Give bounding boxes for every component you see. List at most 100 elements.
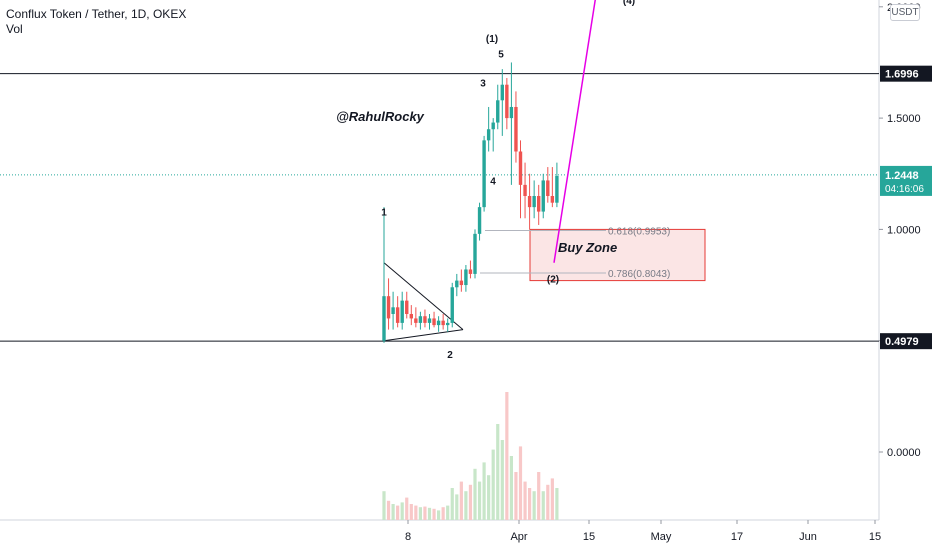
level-price-label: 1.6996 [885,69,919,81]
candle-body [418,316,423,323]
volume-bar [464,491,468,520]
candle-body [427,318,432,323]
candle-body [477,207,482,234]
volume-bar [414,505,418,520]
candle-body [382,296,386,341]
candle-body [486,129,491,141]
wave-count-label: (4) [623,0,635,7]
candle-body [541,180,545,212]
volume-bar [405,497,409,520]
volume-indicator-label[interactable]: Vol [6,22,23,36]
volume-bar [509,456,513,520]
time-tick-label: 15 [583,531,595,543]
bar-countdown-label: 04:16:06 [885,184,924,195]
volume-bar [550,478,554,520]
candle-body [409,313,413,319]
time-tick-label: 8 [405,531,411,543]
volume-bar [450,488,454,520]
time-tick-label: Jun [799,531,817,543]
volume-bar [514,472,518,520]
time-tick-label: May [651,531,672,543]
fib-level-label: 0.786(0.8043) [608,269,670,280]
candle-body [523,184,527,197]
candle-body [555,175,559,203]
candle-body [546,180,550,197]
candle-body [514,106,518,152]
volume-bar [409,504,413,520]
time-tick-label: 17 [731,531,743,543]
wave-count-label: 3 [480,78,486,89]
volume-bar [432,508,436,520]
candle-body [509,106,514,119]
candle-body [441,320,445,326]
volume-bar [477,481,482,520]
volume-bar [446,505,450,520]
volume-bar [555,488,559,520]
time-tick-label: Apr [510,531,527,543]
candle-body [527,196,532,208]
price-tick-label: 1.0000 [887,224,921,236]
last-price-label: 1.2448 [885,170,919,182]
volume-bar [400,502,404,520]
candle-body [473,233,477,274]
volume-bar [528,488,532,520]
candle-body [414,318,418,323]
volume-bar [459,481,463,520]
volume-bar [473,468,477,520]
volume-bar [491,449,495,520]
symbol-title[interactable]: Conflux Token / Tether, 1D, OKEX [6,7,187,21]
level-price-label: 0.4979 [885,336,919,348]
candle-body [391,307,395,314]
volume-bar [532,491,536,520]
candle-body [532,196,536,208]
volume-bar [386,500,391,520]
triangle-lower-line[interactable] [383,329,464,342]
volume-bar [455,494,459,520]
candle-body [436,320,441,326]
volume-bar [418,507,422,520]
last-price-tag [880,165,932,196]
buy-zone-box[interactable] [529,228,706,282]
candle-body [459,280,464,286]
time-tick-label: 15 [869,531,881,543]
level-price-tag [880,333,932,350]
volume-bar [537,472,541,520]
currency-badge[interactable]: USDT [890,4,920,21]
candle-body [500,84,504,101]
projection-arrow-line[interactable] [553,0,620,263]
candle-body [405,300,409,314]
price-tick-label: 0.0000 [887,447,921,459]
wave-count-label: 2 [447,350,453,361]
volume-bar [437,510,441,520]
volume-bar [496,424,500,520]
fib-level-label: 0.618(0.9953) [608,226,670,237]
candle-body [395,307,400,323]
candle-body [518,151,523,185]
candle-body [482,140,486,208]
candle-body [464,269,468,286]
candle-body [550,196,555,203]
volume-bar [391,504,395,520]
volume-bar [427,507,432,520]
volume-bar [518,446,523,520]
volume-bar [500,440,504,520]
volume-bar [546,484,550,520]
volume-bar [541,491,545,520]
triangle-upper-line[interactable] [383,262,464,330]
candle-body [455,280,459,288]
candle-body [505,84,509,119]
wave-count-label: (2) [547,274,559,285]
buy-zone-label: Buy Zone [558,240,617,255]
candle-body [496,100,500,123]
volume-bar [382,491,386,520]
candle-body [432,318,436,326]
volume-bar [396,505,400,520]
volume-bar [487,475,491,520]
author-label: @RahulRocky [336,109,425,124]
candle-body [537,196,541,212]
candle-body [468,269,473,274]
chart-legend: Conflux Token / Tether, 1D, OKEX Vol [6,7,186,37]
volume-bar [482,462,486,520]
